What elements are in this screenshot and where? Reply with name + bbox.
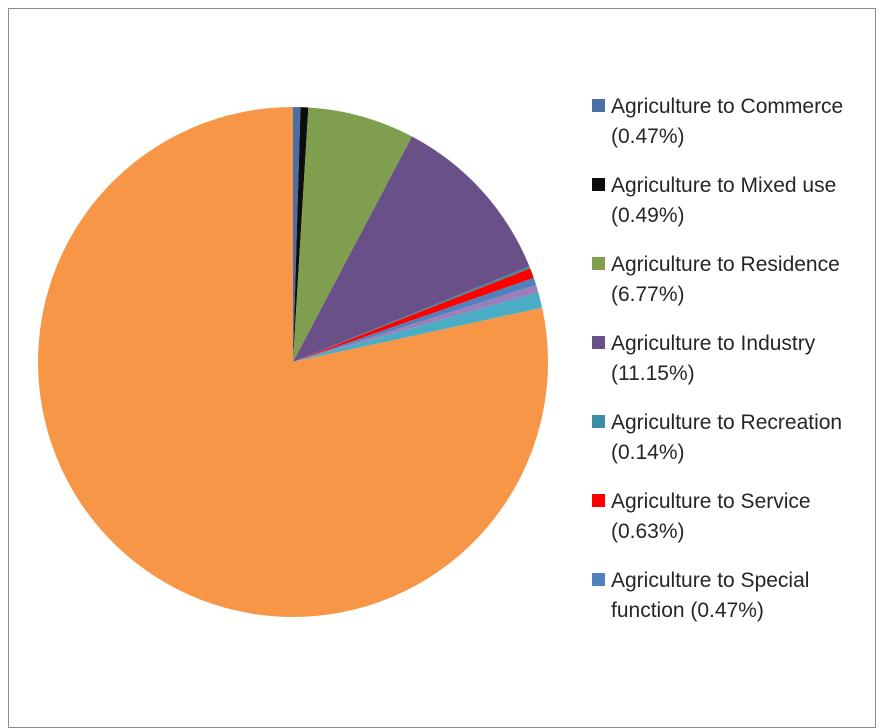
legend-item-mixed-use: Agriculture to Mixed use (0.49%) xyxy=(592,171,862,231)
legend-label: Agriculture to Special function (0.47%) xyxy=(611,569,810,622)
legend-label: Agriculture to Service (0.63%) xyxy=(611,490,811,543)
pie-slices xyxy=(38,106,549,617)
legend-swatch xyxy=(592,415,605,428)
legend-item-residence: Agriculture to Residence (6.77%) xyxy=(592,250,862,310)
pie-slice-6 xyxy=(293,277,537,362)
legend-swatch xyxy=(592,336,605,349)
legend-label: Agriculture to Residence (6.77%) xyxy=(611,253,840,306)
legend-swatch xyxy=(592,494,605,507)
pie-slice-0 xyxy=(293,106,301,362)
legend-item-service: Agriculture to Service (0.63%) xyxy=(592,487,862,547)
pie-slice-2 xyxy=(293,107,413,363)
pie-slice-8 xyxy=(293,292,543,362)
legend-item-industry: Agriculture to Industry (11.15%) xyxy=(592,329,862,389)
legend-swatch xyxy=(592,573,605,586)
legend-label: Agriculture to Mixed use (0.49%) xyxy=(611,174,837,227)
legend-swatch xyxy=(592,178,605,191)
pie-slice-4 xyxy=(293,266,531,362)
legend-item-special-function: Agriculture to Special function (0.47%) xyxy=(592,566,862,626)
legend-label: Agriculture to Recreation (0.14%) xyxy=(611,411,843,464)
legend-swatch xyxy=(592,99,605,112)
pie-slice-1 xyxy=(293,107,309,362)
legend-label: Agriculture to Industry (11.15%) xyxy=(611,332,816,385)
pie-slice-9 xyxy=(38,107,549,617)
legend-label: Agriculture to Commerce (0.47%) xyxy=(611,95,844,148)
pie-chart xyxy=(38,106,549,617)
legend-item-commerce: Agriculture to Commerce (0.47%) xyxy=(592,92,862,152)
legend-swatch xyxy=(592,257,605,270)
pie-slice-5 xyxy=(293,268,534,362)
pie-slice-3 xyxy=(293,136,530,362)
legend: Agriculture to Commerce (0.47%) Agricult… xyxy=(592,92,862,645)
pie-slice-7 xyxy=(293,285,539,362)
legend-item-recreation: Agriculture to Recreation (0.14%) xyxy=(592,408,862,468)
